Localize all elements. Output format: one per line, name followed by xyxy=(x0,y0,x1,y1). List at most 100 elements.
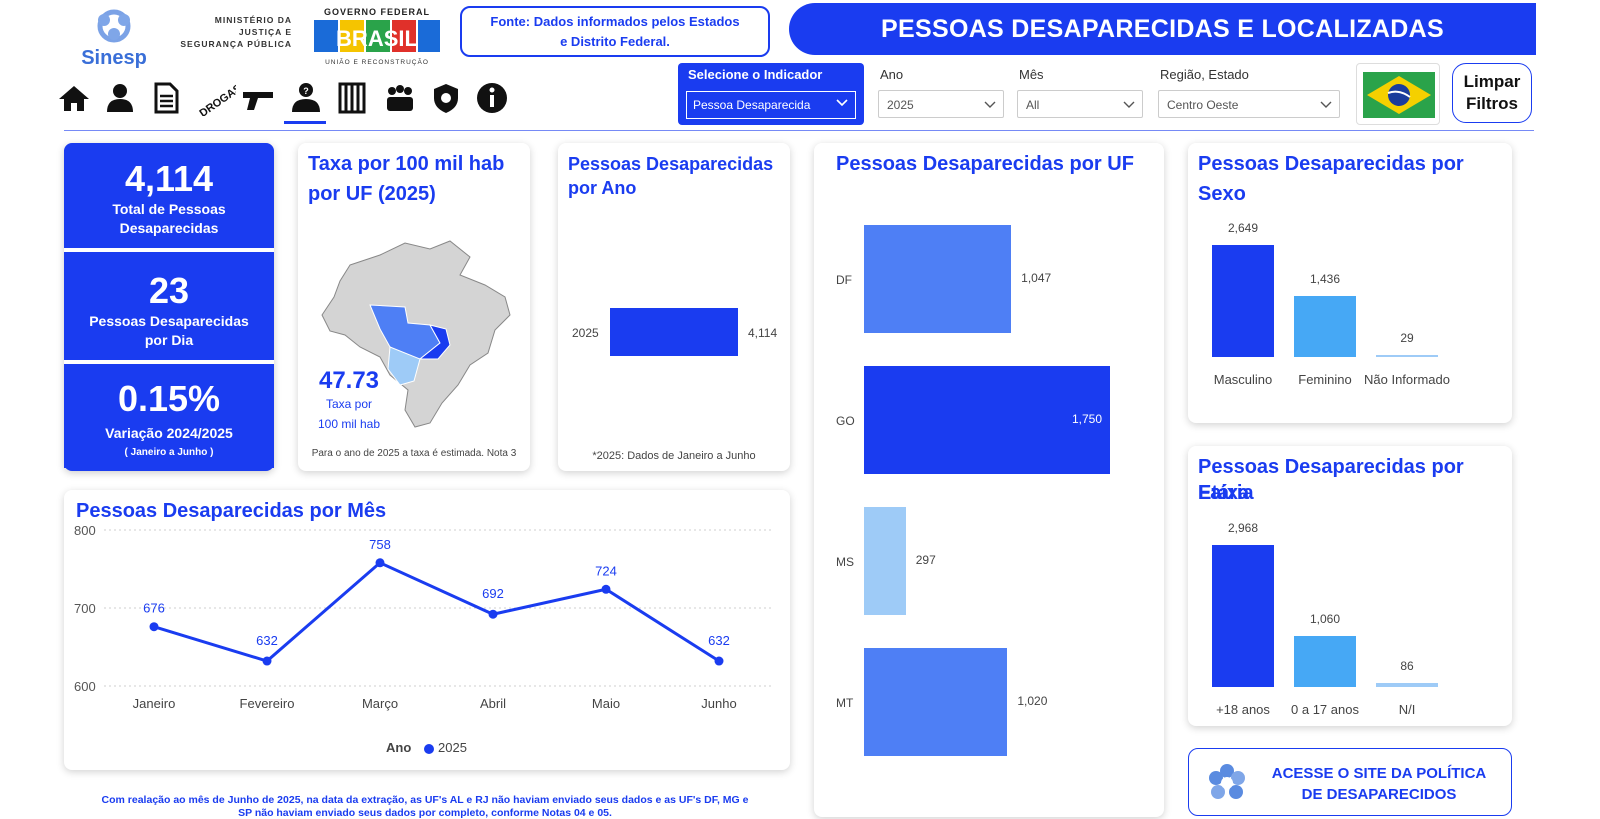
data-point[interactable] xyxy=(488,609,498,619)
x-tick-label: Março xyxy=(362,696,398,711)
ano-bar[interactable] xyxy=(610,308,738,356)
data-point[interactable] xyxy=(149,622,159,632)
y-tick-label: 800 xyxy=(74,523,96,538)
shield-icon[interactable] xyxy=(428,80,464,116)
kpi-var-value: 0.15% xyxy=(117,378,221,419)
kpi-variacao: 0.15% Variação 2024/2025 ( Janeiro a Jun… xyxy=(64,372,274,468)
indicator-dropdown[interactable]: Pessoa Desaparecida xyxy=(686,91,856,119)
uf-bar[interactable] xyxy=(864,648,1008,756)
mes-legend-title: Ano xyxy=(386,740,412,755)
uf-category-label: GO xyxy=(836,414,855,428)
bar-category-label: N/I xyxy=(1398,702,1416,717)
mes-title: Pessoas Desaparecidas por Mês xyxy=(76,500,387,522)
mes-line-chart[interactable]: 800 700 600 676 Janeiro 632 Fevereiro 758 Março 6… xyxy=(64,490,790,770)
bar-value-label: 1,436 xyxy=(1309,272,1341,287)
bar-value-label: 2,649 xyxy=(1227,221,1259,235)
regiao-dropdown[interactable]: Centro Oeste xyxy=(1158,90,1340,118)
drogas-icon[interactable]: DROGAS xyxy=(190,80,243,120)
kpi-total: 4,114 Total de Pessoas Desaparecidas xyxy=(64,150,274,244)
bar[interactable] xyxy=(1212,245,1274,357)
bar[interactable] xyxy=(1376,355,1438,357)
ano-label: Ano xyxy=(880,67,904,82)
sinesp-emblem-icon: Sinesp xyxy=(81,9,147,69)
clear-filters-button[interactable]: Limpar Filtros xyxy=(1452,63,1532,123)
drogas-label: DROGAS xyxy=(197,82,236,116)
uf-value-label: 1,750 xyxy=(1072,412,1103,426)
group-icon[interactable] xyxy=(382,80,418,116)
footnote: Com realação ao mês de Junho de 2025, na… xyxy=(90,794,760,819)
uf-category-label: MT xyxy=(836,696,854,710)
missing-person-icon[interactable]: ? xyxy=(288,80,324,116)
data-label: 724 xyxy=(595,563,617,578)
map-state-ms[interactable] xyxy=(387,346,421,386)
data-label: 758 xyxy=(369,537,391,552)
kpi-dia-label-1: Pessoas Desaparecidas xyxy=(89,313,249,329)
source-line-1: Fonte: Dados informados pelos Estados xyxy=(490,14,740,29)
uf-bar[interactable] xyxy=(864,366,1110,474)
bar[interactable] xyxy=(1376,682,1438,687)
source-note: Fonte: Dados informados pelos Estados e … xyxy=(460,6,770,57)
brazil-map[interactable] xyxy=(310,235,520,435)
person-icon[interactable] xyxy=(102,80,138,116)
ministry-line-1: MINISTÉRIO DA xyxy=(214,15,292,25)
home-icon[interactable] xyxy=(56,80,92,116)
kpi-var-label: Variação 2024/2025 xyxy=(105,425,233,441)
uf-bar[interactable] xyxy=(864,225,1012,333)
politica-link-text: ACESSE O SITE DA POLÍTICA DE DESAPARECID… xyxy=(1261,763,1497,805)
uf-value-label: 1,047 xyxy=(1021,271,1052,285)
gun-icon[interactable] xyxy=(240,80,276,116)
data-point[interactable] xyxy=(262,656,272,666)
kpi-total-label-2: Desaparecidas xyxy=(119,220,219,236)
indicator-value: Pessoa Desaparecida xyxy=(693,98,811,112)
mes-dropdown[interactable]: All xyxy=(1017,90,1143,118)
bar-value-label: 2,968 xyxy=(1227,521,1259,535)
uf-value-label: 297 xyxy=(915,553,936,567)
bar-value-label: 86 xyxy=(1400,658,1414,673)
ministry-line-2: JUSTIÇA E xyxy=(238,27,292,37)
data-point[interactable] xyxy=(714,656,724,666)
politica-line-1: ACESSE O SITE DA POLÍTICA xyxy=(1271,765,1487,782)
map-state-go[interactable] xyxy=(418,324,451,360)
kpi-separator xyxy=(64,248,274,252)
ministry-line-3: SEGURANÇA PÚBLICA xyxy=(180,39,292,49)
ano-value-label: 4,114 xyxy=(748,326,778,340)
uf-card: Pessoas Desaparecidas por UF DF 1,047 GO 1,… xyxy=(814,143,1164,817)
x-tick-label: Maio xyxy=(592,696,620,711)
brazil-flag-button[interactable] xyxy=(1356,63,1440,125)
gov-logo-word: BRASIL xyxy=(336,26,418,51)
uf-title: Pessoas Desaparecidas por UF xyxy=(836,153,1134,175)
bar[interactable] xyxy=(1294,636,1356,687)
politica-desaparecidos-link[interactable]: ACESSE O SITE DA POLÍTICA DE DESAPARECID… xyxy=(1188,748,1512,816)
bar[interactable] xyxy=(1294,296,1356,357)
data-point[interactable] xyxy=(375,558,385,568)
ano-value: 2025 xyxy=(887,98,914,112)
taxa-title-2: por UF (2025) xyxy=(308,183,436,205)
kpi-total-value: 4,114 xyxy=(124,158,214,199)
kpi-var-sub: ( Janeiro a Junho ) xyxy=(124,447,214,458)
prison-icon[interactable] xyxy=(334,80,370,116)
x-tick-label: Junho xyxy=(701,696,736,711)
ano-dropdown[interactable]: 2025 xyxy=(878,90,1004,118)
active-tab-indicator xyxy=(284,121,326,124)
data-point[interactable] xyxy=(601,584,611,594)
info-icon[interactable] xyxy=(474,80,510,116)
chevron-down-icon xyxy=(836,99,848,107)
indicator-selector[interactable]: Selecione o Indicador Pessoa Desaparecid… xyxy=(678,63,864,125)
data-label: 692 xyxy=(482,586,504,601)
data-label: 632 xyxy=(708,633,730,648)
bar-category-label: Masculino xyxy=(1213,372,1273,387)
uf-bar[interactable] xyxy=(864,507,906,615)
sexo-title-2: Sexo xyxy=(1198,183,1246,205)
x-tick-label: Fevereiro xyxy=(240,696,295,711)
clear-filters-line-2: Filtros xyxy=(1466,94,1518,113)
bar[interactable] xyxy=(1212,545,1274,687)
svg-text:?: ? xyxy=(303,86,309,96)
faixa-title-2: Etária xyxy=(1198,482,1254,504)
ano-note: *2025: Dados de Janeiro a Junho xyxy=(592,450,756,462)
faixa-title-1: Pessoas Desaparecidas por Faixa xyxy=(1198,456,1464,504)
bar-value-label: 29 xyxy=(1400,331,1414,345)
header-divider xyxy=(64,130,1534,131)
kpi-separator xyxy=(64,360,274,364)
document-icon[interactable] xyxy=(148,80,184,116)
page-title: PESSOAS DESAPARECIDAS E LOCALIZADAS xyxy=(789,3,1536,55)
